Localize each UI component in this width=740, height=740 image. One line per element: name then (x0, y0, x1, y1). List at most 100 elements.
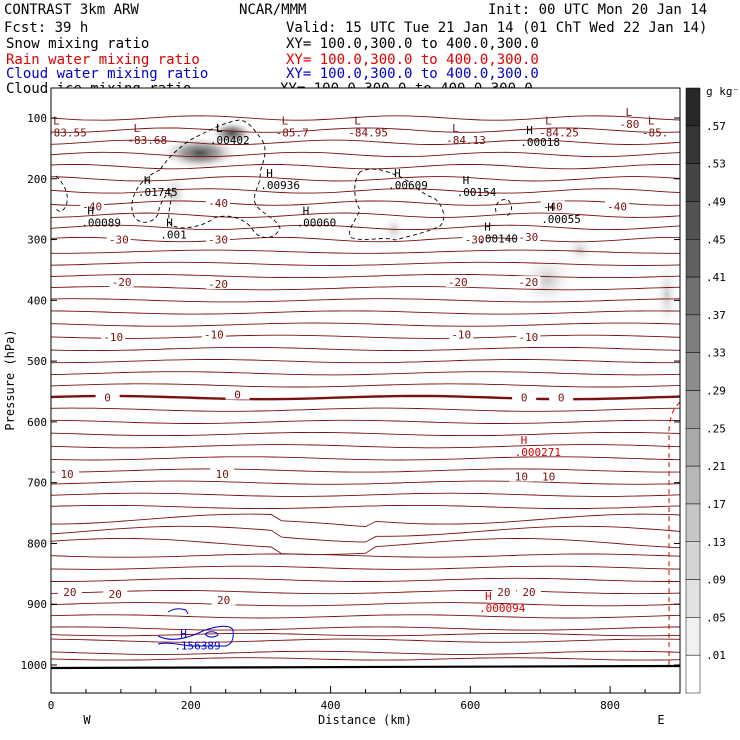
contour-label-bg (516, 231, 541, 243)
extremum-marker: L (53, 115, 60, 128)
extremum-marker: H (484, 220, 491, 233)
contour-label: 0 (558, 392, 565, 405)
snow-shading-east1 (517, 250, 577, 310)
extremum-marker: H (266, 167, 273, 180)
contour-label: 10 (60, 468, 73, 481)
contour-label-bg (95, 391, 120, 403)
contour-label: -20 (448, 276, 468, 289)
extremum-marker: H (394, 167, 401, 180)
contour-label-bg (211, 593, 236, 605)
isotherm-line (51, 419, 680, 424)
contour-label-bg (57, 586, 82, 598)
colorbar-swatch (685, 352, 701, 391)
contour-label-bg (206, 277, 231, 289)
x-tick-label: 600 (460, 699, 480, 712)
contour-label: 20 (217, 594, 230, 607)
isotherm-line (51, 504, 680, 510)
contour-label: -30 (208, 234, 228, 247)
colorbar-level-label: .29 (706, 385, 726, 398)
isotherm-line (51, 286, 680, 291)
isotherm-line (51, 537, 680, 555)
extremum-value: .00936 (260, 179, 300, 192)
colorbar-level-label: .17 (706, 498, 726, 511)
colorbar-level-label: .33 (706, 347, 726, 360)
contour-label: 20 (522, 586, 535, 599)
extremum-marker: H (87, 204, 94, 217)
isotherm-line (51, 273, 680, 279)
isotherm-line (51, 638, 680, 643)
y-tick-label: 600 (27, 416, 47, 429)
colorbar-swatch (685, 276, 701, 316)
contour-label: 0 (234, 389, 241, 402)
plot-area: -40 -40 -40 -40 -30 -30 -30 -30 -20 -20 -20 -20 -10 -… (47, 88, 680, 693)
contour-label-bg (210, 468, 235, 480)
isotherm-line (51, 632, 680, 637)
isotherm-line (51, 614, 680, 619)
isotherm-line (51, 577, 680, 582)
colorbar-swatch (685, 465, 701, 505)
contour-label: 10 (216, 468, 229, 481)
isotherm-line (51, 650, 680, 655)
isotherm-line (51, 602, 680, 607)
extremum-value: .00060 (297, 216, 337, 229)
contour-label: 0 (521, 392, 528, 405)
isotherm-line (51, 346, 680, 352)
contour-label: 20 (497, 586, 510, 599)
extremum-marker: H (526, 124, 533, 137)
extremum-value: .01745 (138, 186, 178, 199)
y-axis-label: Pressure (hPa) (3, 329, 17, 430)
colorbar-swatch (685, 541, 701, 580)
contour-label: 10 (515, 471, 528, 484)
contour-label-bg (549, 391, 574, 403)
x-tick-label: 800 (600, 699, 620, 712)
extremum-value: .000094 (479, 602, 526, 615)
isotherm-line (51, 115, 680, 121)
contour-label-bg (201, 328, 226, 340)
isotherm-line (51, 657, 680, 661)
extremum-marker: H (144, 174, 151, 187)
contour-label: -20 (208, 278, 228, 291)
isotherm-line (51, 456, 680, 461)
colorbar-level-label: .45 (706, 233, 726, 246)
y-tick-label: 200 (27, 173, 47, 186)
y-tick-label: 800 (27, 537, 47, 550)
contour-label: -10 (103, 331, 123, 344)
colorbar-level-label: .41 (706, 271, 726, 284)
extremum-marker: H (463, 174, 470, 187)
y-tick-label: 100 (27, 112, 47, 125)
contour-label-bg (516, 276, 541, 288)
colorbar-swatch (685, 239, 701, 278)
snow-shading-east3 (655, 257, 679, 333)
extremum-value: -83.55 (47, 127, 87, 140)
x-tick-label: 400 (321, 699, 341, 712)
colorbar-level-label: .49 (706, 195, 726, 208)
isotherm-line (51, 236, 680, 243)
contour-label: -30 (518, 231, 538, 244)
isotherm-line (51, 431, 680, 437)
isotherm-line (51, 176, 680, 182)
isotherm-line (51, 298, 680, 303)
isotherm-line (51, 468, 680, 473)
extremum-marker: H (180, 627, 187, 640)
isotherm-line (51, 163, 680, 170)
field-cloudwater-name: Cloud water mixing ratio (6, 66, 208, 82)
contour-label: 0 (104, 392, 111, 405)
cloud-water-contour (157, 608, 234, 647)
model-title: CONTRAST 3km ARW (4, 2, 139, 18)
contour-label-bg (540, 200, 565, 212)
colorbar-level-label: .57 (706, 120, 726, 133)
colorbar-level-label: .05 (706, 611, 726, 624)
colorbar-swatch (685, 125, 701, 164)
rain-contour (668, 401, 681, 665)
ground-surface-line (50, 664, 681, 670)
isotherm-line (51, 444, 680, 449)
contour-label: -10 (451, 328, 471, 341)
contour-label-bg (109, 276, 134, 288)
colorbar-level-label: .53 (706, 158, 726, 171)
y-tick-label: 300 (27, 234, 47, 247)
colorbar-swatch (685, 390, 701, 429)
contour-label-bg (517, 586, 542, 598)
contour-label: -10 (204, 328, 224, 341)
